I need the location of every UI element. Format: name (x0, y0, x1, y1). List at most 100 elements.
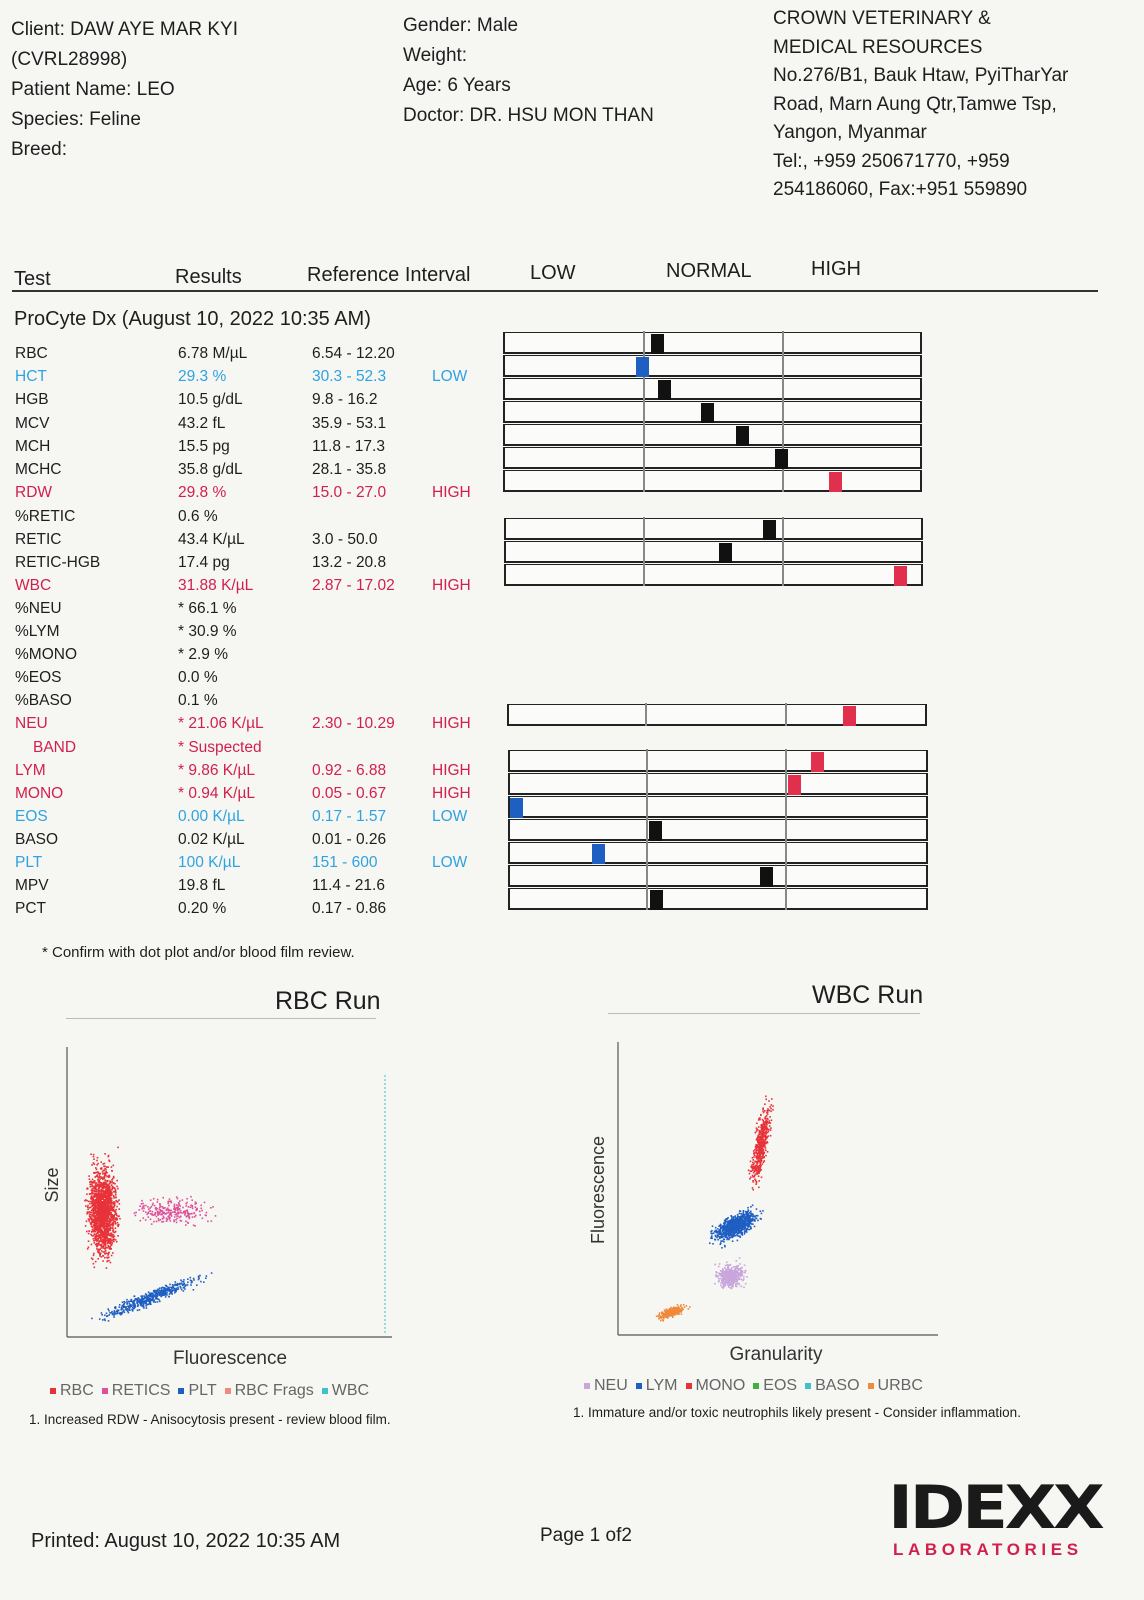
rbc-note: 1. Increased RDW - Anisocytosis present … (29, 1412, 391, 1427)
range-divider (785, 795, 787, 818)
status-flag: HIGH (432, 577, 471, 594)
table-row: PCT 0.20 % 0.17 - 0.86 (0, 900, 1144, 922)
test-result: * 0.94 K/µL (178, 785, 256, 802)
clinic-line: CROWN VETERINARY & (773, 8, 991, 29)
test-result: 0.1 % (178, 692, 218, 709)
rbc-plot-title: RBC Run (275, 987, 381, 1015)
test-name: PCT (15, 900, 46, 917)
legend-label: RBC (60, 1382, 94, 1399)
range-bar (503, 331, 922, 354)
reference-interval: 0.17 - 0.86 (312, 900, 387, 917)
result-marker (787, 775, 801, 795)
wbc-scatter-plot: Fluorescence Granularity (588, 1042, 938, 1365)
reference-interval: 15.0 - 27.0 (312, 484, 387, 501)
wbc-note: 1. Immature and/or toxic neutrophils lik… (573, 1405, 1021, 1420)
table-row: MONO * 0.94 K/µL 0.05 - 0.67 HIGH (0, 785, 1144, 807)
range-bar (503, 423, 922, 446)
patient-name: Patient Name: LEO (11, 79, 175, 100)
table-row: RETIC-HGB 17.4 pg 13.2 - 20.8 (0, 554, 1144, 576)
wbc-plot-title: WBC Run (812, 981, 924, 1009)
legend-label: LYM (645, 1377, 678, 1394)
test-name: %LYM (15, 623, 60, 640)
range-divider (643, 469, 645, 492)
legend-label: PLT (188, 1382, 217, 1399)
test-result: 31.88 K/µL (178, 577, 254, 594)
range-bar (503, 354, 922, 377)
range-bar (503, 446, 922, 469)
range-bar (504, 563, 923, 586)
result-marker (651, 334, 665, 354)
status-flag: LOW (432, 854, 468, 871)
result-marker (510, 798, 523, 818)
test-result: 100 K/µL (178, 854, 241, 871)
reference-interval: 151 - 600 (312, 854, 378, 871)
test-result: 29.8 % (178, 484, 227, 501)
test-name: MPV (15, 877, 49, 894)
range-divider (643, 400, 645, 423)
test-result: * 30.9 % (178, 623, 237, 640)
test-name: HCT (15, 368, 47, 385)
reference-interval: 6.54 - 12.20 (312, 345, 395, 362)
table-row: %BASO 0.1 % (0, 692, 1144, 714)
rbc-title-rule (66, 1018, 376, 1019)
table-row: RDW 29.8 % 15.0 - 27.0 HIGH (0, 484, 1144, 506)
range-bar (508, 795, 928, 818)
rbc-y-label: Size (42, 1167, 62, 1202)
reference-interval: 35.9 - 53.1 (312, 415, 387, 432)
range-bar (503, 400, 922, 423)
reference-interval: 0.17 - 1.57 (312, 808, 387, 825)
test-name: RDW (15, 484, 53, 501)
test-name: RETIC-HGB (15, 554, 101, 571)
rbc-x-label: Fluorescence (173, 1348, 287, 1369)
table-row: WBC 31.88 K/µL 2.87 - 17.02 HIGH (0, 577, 1144, 599)
reference-interval: 0.05 - 0.67 (312, 785, 387, 802)
legend-label: WBC (331, 1382, 370, 1399)
range-divider (782, 469, 784, 492)
test-name: NEU (15, 715, 48, 732)
test-result: 15.5 pg (178, 438, 230, 455)
legend-swatch (321, 1387, 328, 1394)
table-row: HGB 10.5 g/dL 9.8 - 16.2 (0, 391, 1144, 413)
range-divider (646, 864, 648, 887)
range-divider (643, 540, 645, 563)
table-row: PLT 100 K/µL 151 - 600 LOW (0, 854, 1144, 876)
range-divider (782, 540, 784, 563)
legend-swatch (753, 1382, 760, 1389)
reference-interval: 9.8 - 16.2 (312, 391, 378, 408)
test-result: * 9.86 K/µL (178, 762, 256, 779)
test-name: HGB (15, 391, 49, 408)
legend-item: RBC Frags (224, 1382, 314, 1399)
col-low: LOW (530, 262, 576, 284)
result-marker (591, 844, 605, 864)
legend-label: RBC Frags (234, 1382, 314, 1399)
range-bar (503, 377, 922, 400)
range-divider (643, 423, 645, 446)
reference-interval: 28.1 - 35.8 (312, 461, 387, 478)
test-name: %MONO (15, 646, 77, 663)
test-result: 43.4 K/µL (178, 531, 245, 548)
col-normal: NORMAL (666, 260, 752, 282)
rbc-legend: RBC RETICS PLT RBC Frags WBC (50, 1382, 377, 1400)
reference-interval: 11.4 - 21.6 (312, 877, 385, 894)
range-bar (508, 818, 928, 841)
range-divider (646, 887, 648, 910)
test-result: 19.8 fL (178, 877, 226, 894)
result-marker (736, 426, 750, 446)
gender: Gender: Male (403, 15, 519, 36)
reference-interval: 13.2 - 20.8 (312, 554, 387, 571)
clinic-line: MEDICAL RESOURCES (773, 36, 983, 58)
table-row: MCHC 35.8 g/dL 28.1 - 35.8 (0, 461, 1144, 483)
result-marker (658, 380, 672, 400)
range-bar (508, 749, 928, 772)
range-divider (643, 517, 645, 540)
page-number: Page 1 of2 (540, 1525, 632, 1546)
range-divider (782, 400, 784, 423)
test-result: 6.78 M/µL (178, 345, 248, 362)
test-name: RBC (15, 345, 48, 362)
range-divider (646, 818, 648, 841)
doctor: Doctor: DR. HSU MON THAN (403, 105, 654, 126)
section-title: ProCyte Dx (August 10, 2022 10:35 AM) (14, 308, 371, 330)
legend-swatch (178, 1387, 185, 1394)
legend-item: RETICS (101, 1382, 170, 1399)
test-result: * 66.1 % (178, 600, 237, 617)
